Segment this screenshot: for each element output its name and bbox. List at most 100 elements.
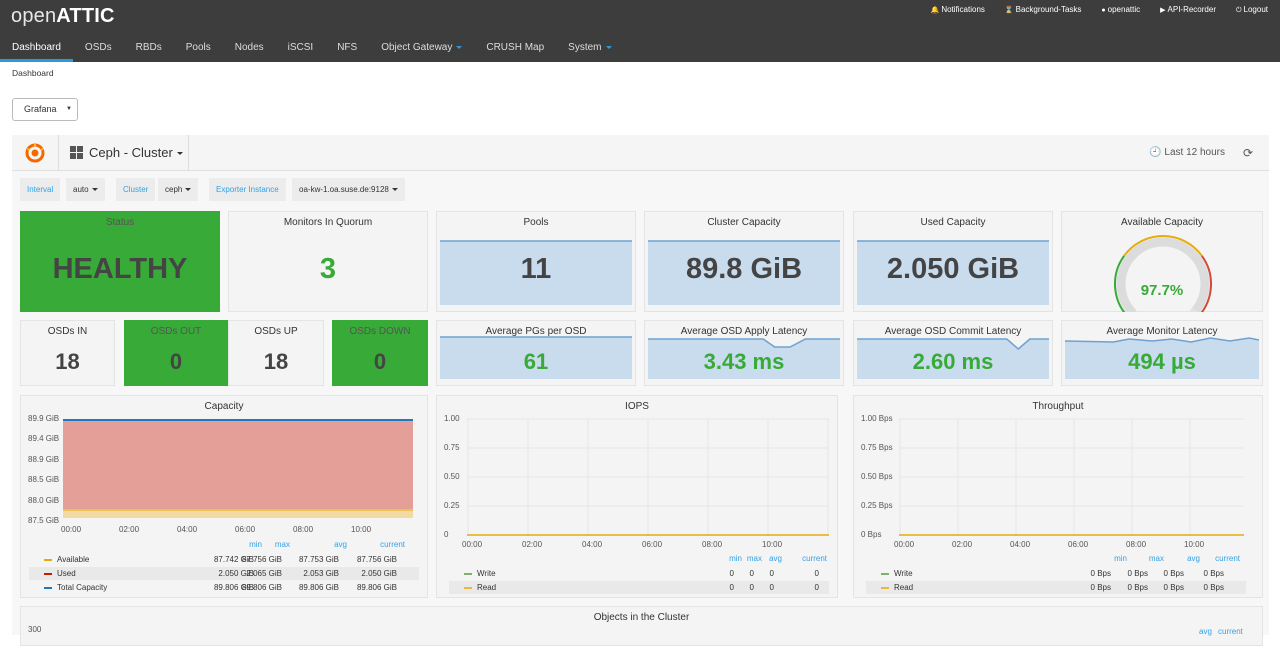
grafana-select-value: Grafana	[24, 104, 57, 114]
iops-panel[interactable]: IOPS 1.00 0.75 0.50 0.25 0 00:00 02:00 04:00 06:…	[436, 395, 838, 598]
x-tick-label: 02:00	[952, 540, 973, 549]
y-tick-label: 0	[444, 530, 449, 539]
nav-item-dashboard[interactable]: Dashboard	[0, 36, 73, 62]
grafana-logo-icon[interactable]	[24, 142, 46, 164]
legend-row[interactable]: Read 0 Bps 0 Bps 0 Bps 0 Bps	[866, 581, 1246, 594]
legend-value-avg: 0	[769, 569, 774, 578]
variable-dropdown[interactable]: ceph	[158, 178, 199, 201]
stat-panel-average-osd-apply-latency[interactable]: Average OSD Apply Latency 3.43 ms	[644, 320, 844, 386]
nav-item-iscsi[interactable]: iSCSI	[276, 36, 326, 62]
panel-title: Available Capacity	[1120, 217, 1204, 228]
legend-swatch	[44, 586, 52, 589]
nav-item-nodes[interactable]: Nodes	[223, 36, 276, 62]
x-tick-label: 08:00	[702, 540, 723, 549]
stat-value: 18	[55, 349, 80, 374]
nav-item-crush-map[interactable]: CRUSH Map	[474, 36, 556, 62]
stat-panel-average-pgs-per-osd[interactable]: Average PGs per OSD 61	[436, 320, 636, 386]
throughput-panel[interactable]: Throughput 1.00 Bps 0.75 Bps 0.50 Bps 0.25 …	[853, 395, 1263, 598]
x-tick-label: 06:00	[642, 540, 663, 549]
chevron-down-icon	[91, 188, 98, 192]
top-link-logout[interactable]: ⏻ Logout	[1236, 5, 1268, 15]
select-arrow-icon: ▼	[66, 106, 72, 112]
nav-item-rbds[interactable]: RBDs	[124, 36, 174, 62]
legend-row[interactable]: Read 0 0 0 0	[449, 581, 829, 594]
top-link-label: Background-Tasks	[1015, 5, 1082, 14]
available-capacity-gauge	[1114, 235, 1212, 312]
top-link-background-tasks[interactable]: ⌛ Background-Tasks	[1005, 5, 1082, 15]
stat-panel-status[interactable]: Status HEALTHY	[20, 211, 220, 312]
stat-panel-monitors-in-quorum[interactable]: Monitors In Quorum 3	[228, 211, 428, 312]
stat-value: HEALTHY	[52, 253, 188, 285]
objects-panel[interactable]: Objects in the Cluster 300 avg current	[20, 606, 1263, 646]
x-tick-label: 10:00	[762, 540, 783, 549]
variable-dropdown[interactable]: oa-kw-1.oa.suse.de:9128	[292, 178, 405, 201]
variable-value: oa-kw-1.oa.suse.de:9128	[299, 185, 389, 194]
stat-panel-osds-up[interactable]: OSDs UP 18	[228, 320, 324, 386]
stat-panel-pools[interactable]: Pools 11	[436, 211, 636, 312]
legend-series-name: Total Capacity	[57, 583, 108, 592]
nav-item-object-gateway[interactable]: Object Gateway	[369, 36, 474, 62]
legend-row[interactable]: Write 0 Bps 0 Bps 0 Bps 0 Bps	[866, 567, 1246, 580]
y-tick-label: 0 Bps	[861, 530, 882, 539]
variable-dropdown[interactable]: auto	[66, 178, 105, 201]
legend-row[interactable]: Write 0 0 0 0	[449, 567, 829, 580]
time-range-picker[interactable]: 🕘 Last 12 hours	[1149, 147, 1225, 158]
nav-item-label: CRUSH Map	[486, 42, 545, 53]
legend-header-current: current	[1218, 627, 1243, 636]
nav-item-osds[interactable]: OSDs	[73, 36, 124, 62]
stat-panel-used-capacity[interactable]: Used Capacity 2.050 GiB	[853, 211, 1053, 312]
legend-value-min: 0	[729, 583, 734, 592]
y-tick-label: 0.50 Bps	[861, 472, 893, 481]
y-tick-label: 88.9 GiB	[28, 454, 60, 464]
capacity-chart	[63, 419, 413, 518]
stat-panel-osds-in[interactable]: OSDs IN 18	[20, 320, 115, 386]
legend-value-avg: 0	[769, 583, 774, 592]
top-link-openattic[interactable]: ● openattic	[1101, 5, 1140, 15]
refresh-icon[interactable]: ⟳	[1242, 146, 1253, 160]
x-tick-label: 00:00	[61, 525, 82, 534]
grafana-select[interactable]: Grafana ▼	[12, 98, 78, 121]
legend-swatch	[881, 572, 889, 575]
x-tick-label: 10:00	[351, 525, 372, 534]
stat-value: 18	[263, 349, 289, 374]
y-tick-label: 0.25	[444, 501, 460, 510]
legend-value-min: 89.806 GiB	[213, 583, 254, 592]
time-range-label: Last 12 hours	[1164, 147, 1225, 158]
nav-item-system[interactable]: System	[556, 36, 623, 62]
breadcrumb: Dashboard	[12, 68, 54, 78]
stat-panel-available-capacity[interactable]: Available Capacity 97.7%	[1061, 211, 1263, 312]
legend-header-current: current	[802, 554, 827, 563]
stat-value: 97.7%	[1140, 282, 1184, 299]
nav-item-pools[interactable]: Pools	[174, 36, 223, 62]
legend-row[interactable]: Total Capacity 89.806 GiB 89.806 GiB 89.806…	[29, 581, 419, 594]
top-link-notifications[interactable]: 🔔 Notifications	[931, 5, 985, 15]
legend-row[interactable]: Used 2.050 GiB 2.065 GiB 2.053 GiB 2.050 GiB	[29, 567, 419, 580]
stat-panel-average-monitor-latency[interactable]: Average Monitor Latency 494 µs	[1061, 320, 1263, 386]
variable-label: Cluster	[116, 178, 156, 201]
legend-header-min: min	[249, 540, 262, 549]
top-link-label: openattic	[1107, 5, 1141, 14]
legend-value-min: 0 Bps	[1090, 583, 1111, 592]
y-tick-label: 1.00	[444, 414, 460, 423]
logout-icon: ⏻	[1235, 7, 1242, 14]
dashboard-picker[interactable]: Ceph - Cluster	[70, 145, 183, 160]
top-link-api-recorder[interactable]: ▶ API-Recorder	[1160, 5, 1216, 15]
stat-panel-osds-down[interactable]: OSDs DOWN 0	[332, 320, 428, 386]
stat-panel-average-osd-commit-latency[interactable]: Average OSD Commit Latency 2.60 ms	[853, 320, 1053, 386]
stat-panel-cluster-capacity[interactable]: Cluster Capacity 89.8 GiB	[644, 211, 844, 312]
header-divider	[58, 135, 59, 171]
top-link-label: API-Recorder	[1167, 5, 1216, 14]
nav-item-nfs[interactable]: NFS	[325, 36, 369, 62]
legend-value-current: 0	[814, 569, 819, 578]
panel-title: OSDs DOWN	[349, 326, 411, 337]
legend-series: Read	[464, 581, 496, 594]
legend-series: Read	[881, 581, 913, 594]
panel-title: Capacity	[204, 401, 244, 412]
stat-panel-osds-out[interactable]: OSDs OUT 0	[124, 320, 228, 386]
capacity-panel[interactable]: Capacity 89.9 GiB 89.4 GiB 88.9 GiB 88.5 Gi…	[20, 395, 428, 598]
legend-value-current: 0 Bps	[1203, 583, 1224, 592]
stat-value: 0	[169, 349, 183, 374]
openattic-logo[interactable]: openATTIC	[11, 5, 115, 28]
legend-row[interactable]: Available 87.742 GiB 87.756 GiB 87.753 GiB 8…	[29, 553, 419, 566]
legend-series-name: Read	[894, 583, 914, 592]
